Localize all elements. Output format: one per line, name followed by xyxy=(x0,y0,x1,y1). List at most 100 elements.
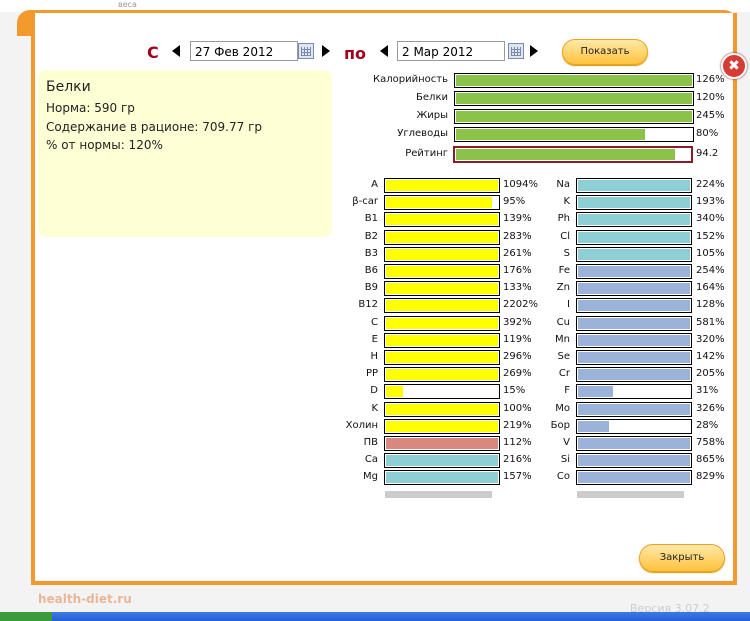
vitamin-label: K xyxy=(371,402,378,414)
mineral-bar xyxy=(576,401,692,417)
mineral-bar-fill xyxy=(578,403,690,415)
mineral-bar xyxy=(576,470,692,486)
summary-bar xyxy=(454,73,694,88)
close-icon[interactable]: ✖ xyxy=(721,53,747,79)
summary-label: Белки xyxy=(416,92,448,103)
vitamin-bar xyxy=(384,246,500,262)
site-footer-logo: health-diet.ru xyxy=(38,592,132,606)
close-button[interactable]: Закрыть xyxy=(639,544,725,572)
mineral-percent: 581% xyxy=(696,316,725,328)
mineral-bar xyxy=(576,367,692,383)
vitamin-label: B9 xyxy=(364,282,378,294)
vitamin-percent: 119% xyxy=(503,333,532,345)
vitamin-percent: 283% xyxy=(503,230,532,242)
mineral-bar-fill xyxy=(578,386,613,398)
vitamin-label: B6 xyxy=(364,265,378,276)
show-button[interactable]: Показать xyxy=(562,39,648,65)
vitamin-percent: 100% xyxy=(503,402,532,414)
vitamin-label: Ca xyxy=(364,454,378,466)
vitamin-label: H xyxy=(370,351,378,362)
summary-label: Жиры xyxy=(416,110,448,121)
vitamin-bar-fill xyxy=(386,283,498,295)
to-date-input[interactable]: 2 Мар 2012 xyxy=(397,41,505,61)
vitamin-bar-fill xyxy=(386,420,498,432)
vitamin-percent: 15% xyxy=(503,385,526,397)
start-button[interactable] xyxy=(0,612,52,621)
vitamin-scrollbar[interactable] xyxy=(385,491,492,498)
vitamin-bar xyxy=(384,195,500,211)
mineral-bar-fill xyxy=(578,248,690,260)
prev-from-date-icon[interactable] xyxy=(172,45,180,57)
rating-bar xyxy=(453,146,693,163)
vitamin-bar-fill xyxy=(386,386,403,398)
mineral-bar-fill xyxy=(578,352,690,363)
mineral-bar-fill xyxy=(578,472,690,484)
rating-bar-fill xyxy=(456,149,675,160)
vitamin-percent: 269% xyxy=(503,368,532,380)
vitamin-bar-fill xyxy=(386,438,498,449)
mineral-percent: 829% xyxy=(696,471,725,483)
mineral-bar-fill xyxy=(578,300,690,312)
vitamin-percent: 112% xyxy=(503,437,532,448)
mineral-percent: 142% xyxy=(696,351,725,362)
info-norm: Норма: 590 гр xyxy=(46,101,135,115)
mineral-bar xyxy=(576,195,692,211)
mineral-percent: 105% xyxy=(696,247,725,259)
vitamin-percent: 216% xyxy=(503,454,532,466)
mineral-bar xyxy=(576,418,692,434)
mineral-scrollbar[interactable] xyxy=(577,491,684,498)
mineral-bar-fill xyxy=(578,334,690,346)
from-label: С xyxy=(147,43,159,62)
vitamin-bar xyxy=(384,178,500,193)
background-page xyxy=(0,0,750,12)
info-percent: % от нормы: 120% xyxy=(46,138,163,152)
mineral-label: S xyxy=(563,247,570,259)
mineral-label: Ph xyxy=(557,213,570,225)
summary-percent: 126% xyxy=(696,74,725,85)
summary-bar-fill xyxy=(456,111,692,122)
vitamin-bar-fill xyxy=(386,248,498,260)
vitamin-bar xyxy=(384,367,500,383)
version-text: Версия 3.07.2 xyxy=(630,602,710,615)
vitamin-bar-fill xyxy=(386,403,498,415)
vitamin-bar xyxy=(384,298,500,314)
mineral-label: Co xyxy=(556,471,570,483)
prev-to-date-icon[interactable] xyxy=(380,45,388,57)
mineral-label: Fe xyxy=(558,265,570,276)
from-date-input[interactable]: 27 Фев 2012 xyxy=(190,41,298,61)
mineral-label: Mo xyxy=(555,402,570,414)
summary-percent: 80% xyxy=(696,128,719,139)
summary-percent: 245% xyxy=(696,110,725,121)
vitamin-bar-fill xyxy=(386,352,498,363)
vitamin-bar xyxy=(384,436,500,451)
vitamin-label: Mg xyxy=(363,471,378,483)
next-to-date-icon[interactable] xyxy=(530,45,538,57)
mineral-bar xyxy=(576,281,692,297)
mineral-bar-fill xyxy=(578,231,690,243)
mineral-label: I xyxy=(567,299,570,311)
vitamin-bar-fill xyxy=(386,369,498,381)
mineral-percent: 164% xyxy=(696,282,725,294)
next-from-date-icon[interactable] xyxy=(322,45,330,57)
vitamin-label: B1 xyxy=(364,213,378,225)
vitamin-bar xyxy=(384,401,500,417)
vitamin-bar-fill xyxy=(386,197,493,209)
mineral-label: Cr xyxy=(558,368,570,380)
vitamin-label: ПВ xyxy=(363,437,378,448)
mineral-bar-fill xyxy=(578,214,690,226)
calendar-icon[interactable] xyxy=(508,43,524,59)
mineral-percent: 340% xyxy=(696,213,725,225)
mineral-label: Бор xyxy=(550,419,570,431)
vitamin-bar-fill xyxy=(386,300,498,312)
modal-title: Нутриентный баланс рациона за выбранный … xyxy=(47,13,581,33)
background-faint-text: веса xyxy=(118,0,137,9)
nutrient-info-panel xyxy=(38,70,332,237)
calendar-icon[interactable] xyxy=(298,43,314,59)
mineral-bar xyxy=(576,264,692,279)
summary-bar-fill xyxy=(456,93,692,104)
vitamin-label: B3 xyxy=(364,247,378,259)
vitamin-bar xyxy=(384,453,500,469)
vitamin-bar-fill xyxy=(386,317,498,329)
vitamin-label: E xyxy=(371,333,378,345)
vitamin-bar xyxy=(384,229,500,245)
